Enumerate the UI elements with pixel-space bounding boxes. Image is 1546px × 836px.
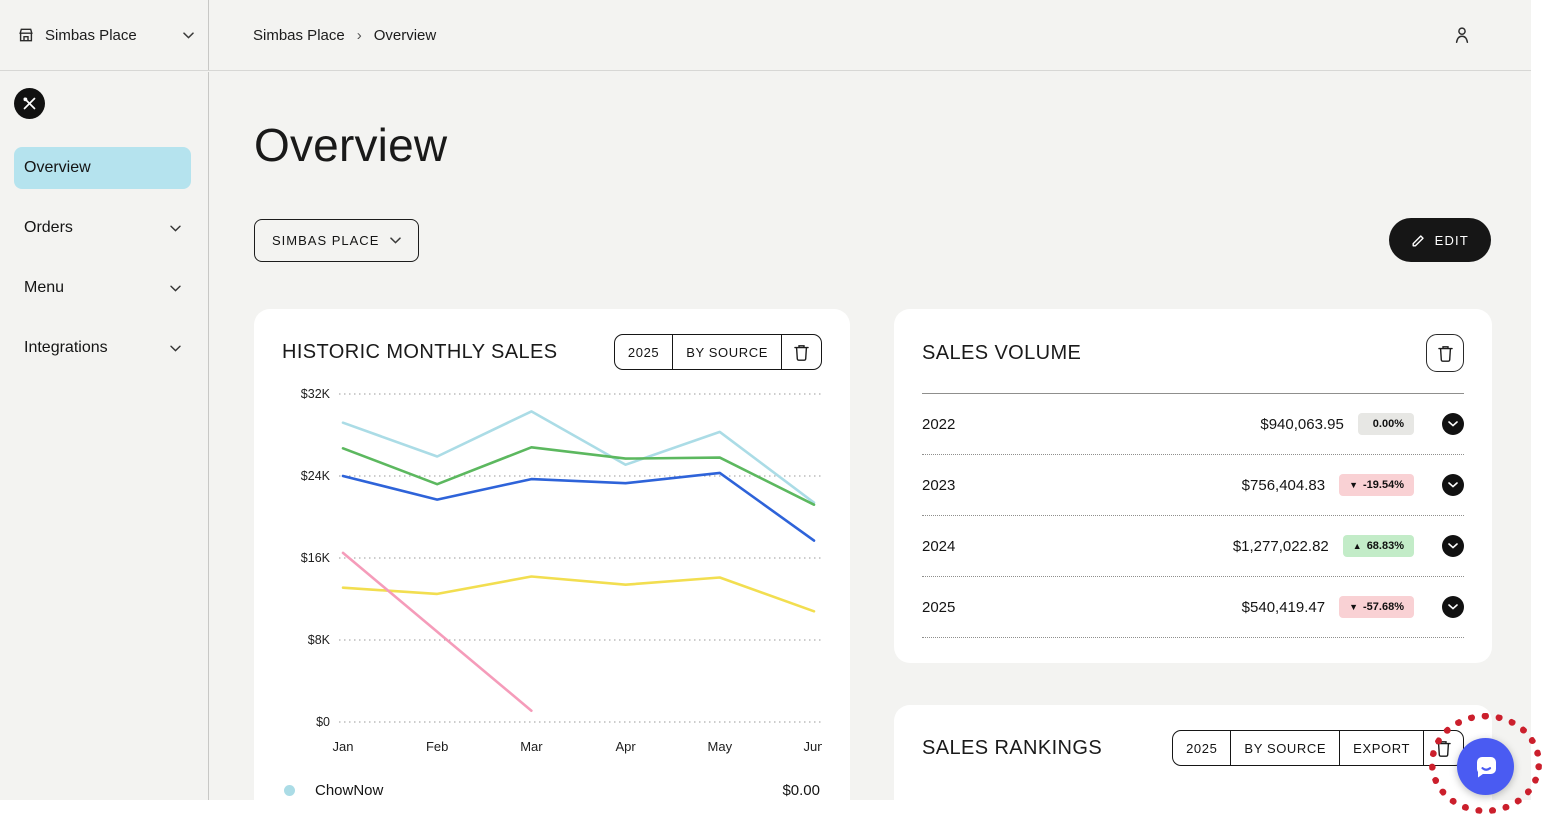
volume-year: 2022 <box>922 416 955 433</box>
historic-sales-chart: $32K $24K $16K $8K $0Jan Feb Mar Apr May Jun <box>282 384 822 766</box>
by-source-filter-button[interactable]: BY SOURCE <box>1230 731 1339 765</box>
workspace-switcher[interactable]: Simbas Place <box>0 0 209 70</box>
export-button[interactable]: EXPORT <box>1339 731 1423 765</box>
change-value: 0.00% <box>1373 418 1404 430</box>
sidebar-item-label: Integrations <box>24 339 108 357</box>
location-selector-button[interactable]: SIMBAS PLACE <box>254 219 419 262</box>
change-value: 68.83% <box>1367 540 1404 552</box>
location-selector-label: SIMBAS PLACE <box>272 233 379 248</box>
trend-arrow-icon: ▼ <box>1349 481 1358 490</box>
change-badge: ▼ -19.54% <box>1339 474 1414 496</box>
svg-text:Feb: Feb <box>426 739 448 754</box>
sidebar-item-label: Menu <box>24 279 64 297</box>
rankings-controls: 2025 BY SOURCE EXPORT <box>1172 730 1464 766</box>
restaurant-logo[interactable] <box>14 88 45 119</box>
card-title: SALES RANKINGS <box>922 737 1102 760</box>
top-bar: Simbas Place Simbas Place › Overview <box>0 0 1531 71</box>
sidebar-item-menu[interactable]: Menu <box>14 267 191 309</box>
volume-row-2023: 2023 $756,404.83 ▼ -19.54% <box>922 455 1464 516</box>
crossed-utensils-icon <box>21 95 38 112</box>
svg-text:May: May <box>708 739 733 754</box>
legend-dot <box>284 785 295 796</box>
edit-button-label: EDIT <box>1435 233 1469 248</box>
trend-arrow-icon: ▼ <box>1349 603 1358 612</box>
main-content: Overview SIMBAS PLACE EDIT <box>210 72 1531 800</box>
breadcrumb-separator-icon: › <box>357 27 362 44</box>
svg-text:Mar: Mar <box>520 739 543 754</box>
card-title: SALES VOLUME <box>922 342 1081 365</box>
change-badge: ▲ 68.83% <box>1343 535 1414 557</box>
delete-widget-button[interactable] <box>1426 334 1464 372</box>
breadcrumb-root[interactable]: Simbas Place <box>253 27 345 44</box>
sidebar-nav: Overview Orders Menu Integrations <box>14 147 191 387</box>
sidebar: Overview Orders Menu Integrations <box>0 72 209 800</box>
app-window: Simbas Place Simbas Place › Overview <box>0 0 1531 800</box>
volume-amount: $756,404.83 <box>1242 477 1325 494</box>
pencil-icon <box>1411 233 1426 248</box>
chevron-down-icon <box>170 225 181 232</box>
sales-volume-card: SALES VOLUME <box>894 309 1492 663</box>
person-icon <box>1451 24 1473 46</box>
change-badge: 0.00% <box>1358 413 1414 435</box>
volume-row-2022: 2022 $940,063.95 0.00% <box>922 394 1464 455</box>
svg-text:Jun: Jun <box>804 739 822 754</box>
svg-text:$24K: $24K <box>301 469 331 483</box>
card-title: HISTORIC MONTHLY SALES <box>282 341 558 364</box>
svg-text:$16K: $16K <box>301 551 331 565</box>
sidebar-item-label: Orders <box>24 219 73 237</box>
legend-source-value: $0.00 <box>782 782 820 799</box>
sidebar-item-integrations[interactable]: Integrations <box>14 327 191 369</box>
chat-bubble-icon <box>1472 753 1500 781</box>
svg-text:$8K: $8K <box>308 633 331 647</box>
workspace-name: Simbas Place <box>45 27 174 44</box>
change-badge: ▼ -57.68% <box>1339 596 1414 618</box>
expand-row-button[interactable] <box>1442 474 1464 496</box>
edit-button[interactable]: EDIT <box>1389 218 1491 262</box>
chat-launcher-button[interactable] <box>1457 738 1514 795</box>
sidebar-item-orders[interactable]: Orders <box>14 207 191 249</box>
volume-year: 2023 <box>922 477 955 494</box>
page-title: Overview <box>254 118 1491 172</box>
expand-row-button[interactable] <box>1442 596 1464 618</box>
volume-amount: $940,063.95 <box>1260 416 1343 433</box>
sidebar-item-overview[interactable]: Overview <box>14 147 191 189</box>
chevron-down-icon <box>170 285 181 292</box>
volume-amount: $1,277,022.82 <box>1233 538 1329 555</box>
historic-monthly-sales-card: HISTORIC MONTHLY SALES 2025 BY SOURCE <box>254 309 850 800</box>
volume-row-2025: 2025 $540,419.47 ▼ -57.68% <box>922 577 1464 638</box>
sidebar-item-label: Overview <box>24 159 91 177</box>
expand-row-button[interactable] <box>1442 535 1464 557</box>
change-value: -19.54% <box>1363 479 1404 491</box>
volume-year: 2025 <box>922 599 955 616</box>
svg-text:$32K: $32K <box>301 387 331 401</box>
volume-year: 2024 <box>922 538 955 555</box>
year-filter-button[interactable]: 2025 <box>1173 731 1230 765</box>
year-filter-button[interactable]: 2025 <box>615 335 672 369</box>
breadcrumb: Simbas Place › Overview <box>209 0 436 70</box>
trash-icon <box>793 343 810 362</box>
delete-widget-button[interactable] <box>781 335 821 369</box>
volume-row-2024: 2024 $1,277,022.82 ▲ 68.83% <box>922 516 1464 577</box>
trend-arrow-icon: ▲ <box>1353 542 1362 551</box>
chevron-down-icon <box>390 237 401 244</box>
volume-amount: $540,419.47 <box>1242 599 1325 616</box>
svg-text:Apr: Apr <box>615 739 636 754</box>
svg-text:Jan: Jan <box>333 739 354 754</box>
sales-rankings-card: SALES RANKINGS 2025 BY SOURCE EXPORT <box>894 705 1492 800</box>
chevron-down-icon <box>170 345 181 352</box>
legend-source-name: ChowNow <box>315 782 383 799</box>
by-source-filter-button[interactable]: BY SOURCE <box>672 335 781 369</box>
screenshot-stage: Simbas Place Simbas Place › Overview <box>0 0 1546 836</box>
trash-icon <box>1435 739 1452 758</box>
trash-icon <box>1437 344 1454 363</box>
chevron-down-icon <box>183 32 194 39</box>
chart-controls: 2025 BY SOURCE <box>614 334 822 370</box>
storefront-icon <box>16 25 36 45</box>
change-value: -57.68% <box>1363 601 1404 613</box>
svg-text:$0: $0 <box>316 715 330 729</box>
expand-row-button[interactable] <box>1442 413 1464 435</box>
account-button[interactable] <box>1451 24 1473 46</box>
legend-item-chownow[interactable]: ChowNow $0.00 <box>282 782 822 799</box>
breadcrumb-current: Overview <box>374 27 437 44</box>
